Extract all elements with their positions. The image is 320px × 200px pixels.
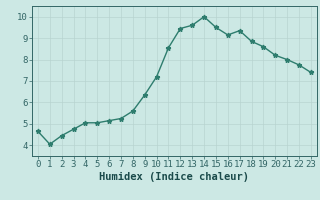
X-axis label: Humidex (Indice chaleur): Humidex (Indice chaleur) (100, 172, 249, 182)
